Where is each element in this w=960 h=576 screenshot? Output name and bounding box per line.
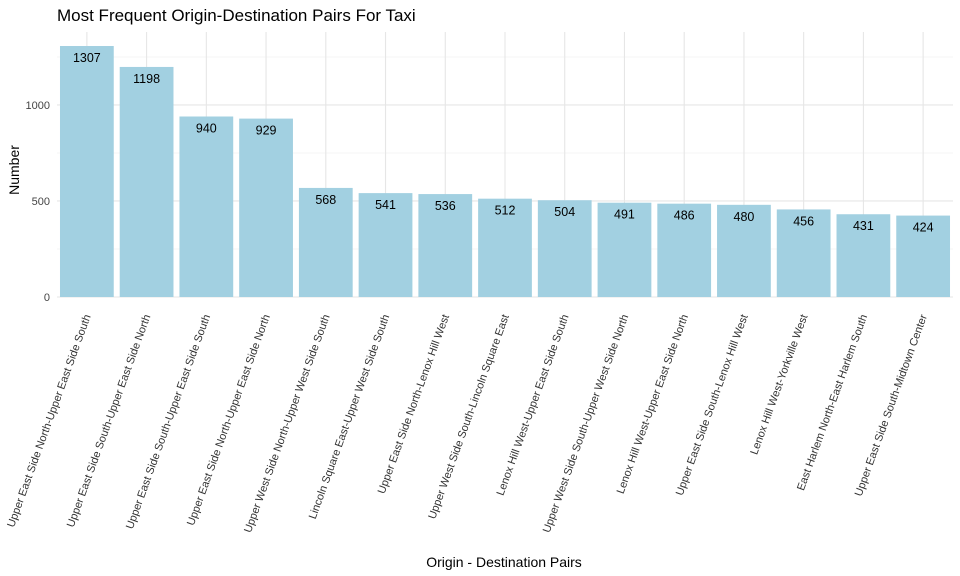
bar	[896, 215, 951, 297]
chart-title: Most Frequent Origin-Destination Pairs F…	[57, 6, 416, 25]
bar	[239, 118, 293, 297]
data-label: 929	[256, 124, 277, 138]
bar	[179, 116, 234, 297]
x-tick-label: Lenox Hill West-Upper East Side South	[495, 313, 572, 497]
data-label: 512	[495, 204, 516, 218]
bar	[418, 194, 473, 297]
data-label: 1307	[73, 51, 101, 65]
y-axis-ticks: 0 500 1000	[26, 100, 50, 304]
data-labels: 1307 1198 940 929 568 541 536 512 504 491 486 480 45…	[73, 51, 934, 235]
x-tick-label: East Harlem North-East Harlem South	[795, 313, 870, 492]
bar	[836, 214, 891, 297]
bar	[59, 46, 114, 298]
y-tick-label: 500	[32, 196, 50, 208]
x-tick-label: Upper East Side South-Lenox Hill West	[674, 313, 751, 497]
bar	[776, 209, 831, 297]
bar	[298, 187, 353, 297]
x-tick-label: Upper East Side South-Midtown Center	[853, 313, 930, 498]
data-label: 1198	[133, 72, 160, 86]
bar	[717, 204, 771, 297]
data-label: 480	[734, 210, 755, 224]
data-label: 486	[674, 209, 695, 223]
data-label: 491	[614, 208, 635, 222]
bars	[59, 46, 951, 298]
data-label: 424	[913, 221, 934, 235]
data-label: 568	[315, 193, 336, 207]
data-label: 541	[375, 198, 396, 212]
data-label: 536	[435, 199, 456, 213]
y-tick-label: 1000	[26, 100, 50, 112]
y-axis-title: Number	[6, 145, 22, 195]
x-tick-label: Upper East Side North-Lenox Hill West	[376, 313, 452, 496]
bar	[478, 198, 532, 297]
bar	[119, 66, 174, 297]
y-tick-label: 0	[44, 292, 50, 304]
bar	[657, 203, 712, 297]
bar	[597, 202, 652, 297]
bar	[358, 193, 413, 297]
x-tick-label: Lenox Hill West-Upper East Side North	[615, 313, 691, 496]
bar	[537, 200, 592, 297]
x-tick-label: Lenox Hill West-Yorkville West	[748, 313, 810, 457]
data-label: 456	[793, 214, 814, 228]
x-axis-ticks: Upper East Side North-Upper East Side So…	[5, 313, 930, 535]
data-label: 504	[554, 205, 575, 219]
data-label: 940	[196, 121, 217, 135]
x-axis-title: Origin - Destination Pairs	[426, 554, 582, 570]
data-label: 431	[853, 219, 874, 233]
